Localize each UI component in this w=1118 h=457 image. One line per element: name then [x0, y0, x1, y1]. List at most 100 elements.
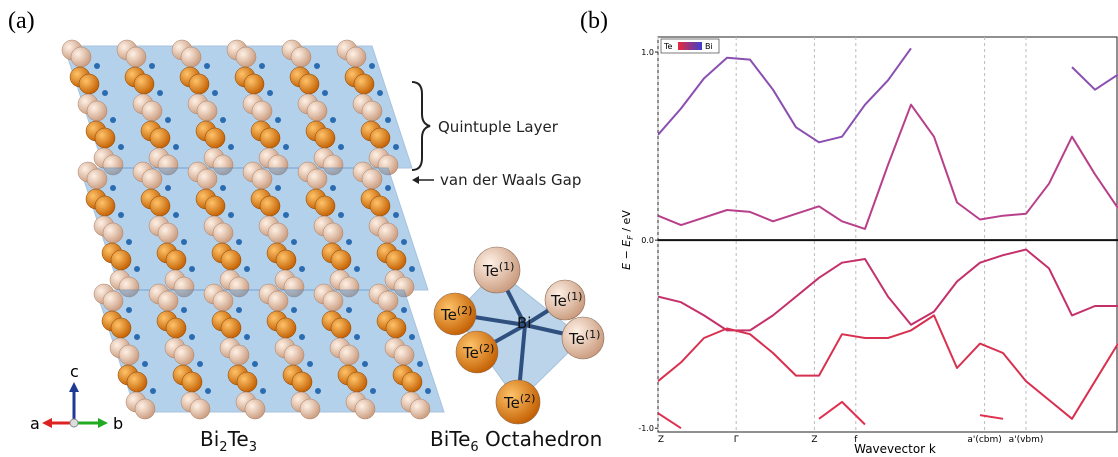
node — [181, 307, 187, 313]
te-atom — [158, 291, 178, 311]
te-atom — [190, 399, 210, 419]
te-atom — [394, 345, 414, 365]
bi-atom — [292, 372, 312, 392]
node — [354, 266, 360, 272]
node — [417, 361, 423, 367]
node — [126, 239, 132, 245]
te-atom — [245, 399, 265, 419]
y-tick-label: 0.0 — [641, 236, 654, 245]
te-atom — [410, 399, 430, 419]
site: (1) — [567, 290, 583, 303]
node — [267, 90, 273, 96]
site: (2) — [479, 342, 495, 355]
bi-atom — [276, 318, 296, 338]
node — [314, 63, 320, 69]
crystal-structure: Te(1)Te(1)Te(1)Te(2)Te(2)Te(2)Bi — [62, 40, 604, 424]
node — [260, 388, 266, 394]
bi-atom — [370, 128, 390, 148]
te-atom — [378, 223, 398, 243]
node — [204, 63, 210, 69]
node — [236, 307, 242, 313]
node — [338, 212, 344, 218]
element: Bi — [517, 314, 531, 332]
node — [94, 63, 100, 69]
legend-label: Te — [663, 42, 673, 51]
te-atom — [323, 223, 343, 243]
node — [369, 63, 375, 69]
bi-atom — [276, 250, 296, 270]
te-atom — [174, 345, 194, 365]
formula: Bi2Te3 — [200, 427, 257, 455]
te-atom — [339, 345, 359, 365]
bi-atom — [402, 372, 422, 392]
te-atom — [119, 345, 139, 365]
node — [150, 388, 156, 394]
node — [252, 361, 258, 367]
te-atom — [126, 47, 146, 67]
node — [291, 239, 297, 245]
y-tick-label: 1.0 — [641, 48, 654, 57]
axis-name: b — [113, 414, 123, 433]
node — [299, 334, 305, 340]
bi-atom — [260, 128, 280, 148]
te-atom — [103, 223, 123, 243]
element: Te — [550, 292, 567, 310]
bi-atom — [386, 318, 406, 338]
node — [338, 144, 344, 150]
node — [377, 90, 383, 96]
te-atom — [158, 223, 178, 243]
bi-atom — [205, 128, 225, 148]
node — [220, 185, 226, 191]
te-atom — [268, 223, 288, 243]
node — [173, 212, 179, 218]
node — [220, 117, 226, 123]
bi-atom — [221, 250, 241, 270]
bi-atom — [95, 128, 115, 148]
te-atom — [362, 101, 382, 121]
axis-name: a — [30, 414, 40, 433]
node — [118, 212, 124, 218]
node — [275, 185, 281, 191]
te-atom — [142, 101, 162, 121]
te-atom — [236, 47, 256, 67]
te-atom — [355, 399, 375, 419]
te-atom — [346, 47, 366, 67]
atom-label: Bi — [517, 314, 531, 332]
x-tick-label: Γ — [734, 435, 739, 445]
te-atom — [87, 101, 107, 121]
te-atom — [252, 169, 272, 189]
te-atom — [291, 47, 311, 67]
te-atom — [181, 47, 201, 67]
node — [102, 90, 108, 96]
node — [401, 307, 407, 313]
element: Te — [440, 306, 457, 324]
node — [244, 266, 250, 272]
bi-atom — [127, 372, 147, 392]
bi-atom — [205, 196, 225, 216]
panel-label: (b) — [580, 8, 608, 34]
te-atom — [284, 345, 304, 365]
node — [283, 144, 289, 150]
y-tick-label: -1.0 — [638, 424, 654, 433]
bi-atom — [386, 250, 406, 270]
site: (1) — [499, 260, 515, 273]
node — [393, 144, 399, 150]
node — [322, 90, 328, 96]
bi-atom — [331, 318, 351, 338]
te-atom — [135, 399, 155, 419]
node — [385, 185, 391, 191]
node — [291, 307, 297, 313]
arrow-head — [412, 176, 419, 184]
node — [346, 239, 352, 245]
axis-triad — [42, 382, 108, 428]
te-atom — [142, 169, 162, 189]
node — [197, 361, 203, 367]
node — [149, 63, 155, 69]
te-atom — [252, 101, 272, 121]
bi-atom — [150, 128, 170, 148]
bi-atom — [354, 74, 374, 94]
bi-atom — [95, 196, 115, 216]
te-atom — [307, 101, 327, 121]
band-structure: ZΓZfa'(cbm)a'(vbm)-1.00.01.0TeBi — [638, 37, 1118, 445]
node — [401, 239, 407, 245]
